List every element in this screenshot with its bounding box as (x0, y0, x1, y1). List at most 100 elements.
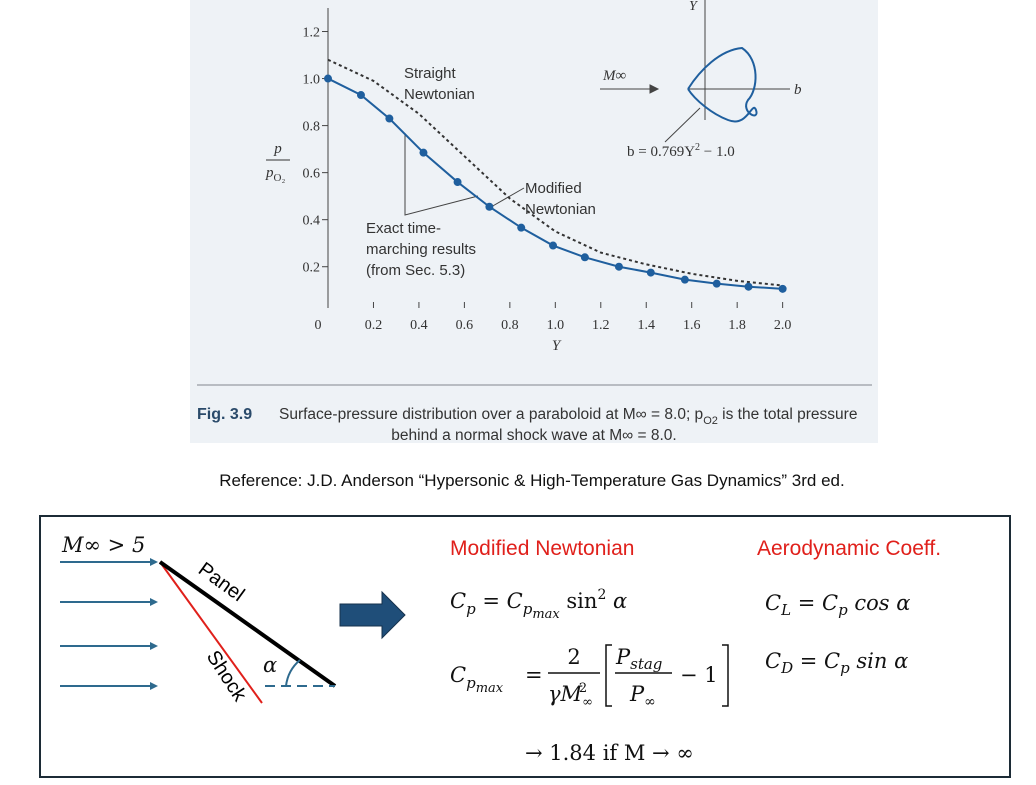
x-tick-label: 1.6 (683, 318, 701, 333)
x-tick-label: 2.0 (774, 318, 792, 333)
f: C (450, 589, 466, 613)
f: cos α (848, 591, 911, 615)
f: P (615, 645, 631, 669)
f: C (450, 663, 466, 687)
formula-den: γM∞2 (548, 681, 593, 710)
caption-part: is the total pressure (718, 406, 858, 423)
f-sup: 2 (579, 681, 587, 696)
arrowhead (150, 642, 158, 650)
caption-label: Fig. 3.9 (197, 406, 252, 423)
y-tick-label: 1.0 (303, 73, 321, 88)
y-tick-label: 0.2 (303, 261, 321, 276)
caption-line2: behind a normal shock wave at M∞ = 8.0. (391, 427, 676, 444)
heading: Aerodynamic Coeff. (757, 537, 941, 560)
x-tick-label: 0 (315, 318, 322, 333)
data-point (324, 74, 332, 83)
x-tick-label: 1.0 (547, 318, 565, 333)
f: sin α (850, 649, 909, 673)
data-point (744, 282, 753, 291)
y-tick-label: 0.4 (303, 214, 321, 229)
figure-background (190, 0, 878, 443)
formula-cl: CL = Cp cos α (765, 591, 910, 619)
f: C (765, 649, 781, 673)
box (39, 515, 1011, 778)
x-tick-label: 0.4 (410, 318, 428, 333)
formula-minus: − 1 (680, 663, 718, 687)
y-label-den-sub: O₂ (274, 172, 286, 184)
leader (404, 133, 479, 216)
formula-cp: Cp = Cpmax sin2 α (450, 587, 627, 622)
leader (664, 107, 701, 143)
y-tick-label: 1.2 (303, 26, 321, 41)
f: α (606, 589, 627, 613)
paraboloid (687, 46, 758, 123)
eq-part: b = 0.769Y (627, 144, 695, 160)
series-line (327, 58, 783, 287)
big-arrow (339, 590, 406, 640)
y-tick-label: 0.6 (303, 167, 321, 182)
angle-arc (285, 659, 301, 687)
f: C (765, 591, 781, 615)
formula-limit: → 1.84 if M → ∞ (525, 741, 694, 765)
f-sub: p (466, 674, 476, 692)
data-point (712, 279, 721, 288)
f-sub: p (838, 601, 848, 619)
f: P (629, 682, 645, 706)
diagram-mach: M∞ > 5 (61, 533, 145, 557)
formula-cpmax-lhs: Cpmax (450, 663, 504, 696)
inset-mach: M∞ (602, 68, 626, 84)
f-sub: stag (630, 655, 662, 673)
inset-equation: b = 0.769Y2 − 1.0 (627, 142, 735, 160)
brackets (605, 644, 729, 707)
f-sub: ∞ (644, 694, 656, 710)
annotation: Modified Newtonian (525, 180, 596, 218)
data-point (646, 268, 655, 277)
formula-bden: P∞ (629, 682, 656, 710)
arrowhead (150, 598, 158, 606)
data-point (419, 148, 428, 157)
data-point (385, 114, 394, 123)
data-point (453, 178, 462, 187)
x-tick-label: 1.8 (728, 318, 746, 333)
y-label-den: pO₂ (265, 165, 285, 184)
data-point (356, 91, 365, 100)
data-point (680, 275, 689, 284)
inset (600, 0, 790, 143)
arrowhead (150, 682, 158, 690)
formula-bnum: Pstag (615, 645, 662, 673)
reference: Reference: J.D. Anderson “Hypersonic & H… (219, 471, 844, 490)
f: = C (793, 649, 840, 673)
f-sub: p (840, 659, 850, 677)
eq-sup: 2 (695, 142, 700, 153)
inset-arrowhead (649, 84, 660, 94)
caption-part: Surface-pressure distribution over a par… (279, 406, 703, 423)
data-point (614, 262, 623, 271)
x-tick-label: 1.4 (637, 318, 655, 333)
annotation: Straight Newtonian (404, 65, 475, 103)
f-sub: D (780, 659, 793, 677)
formula-eq: = (525, 663, 543, 687)
caption-line1: Surface-pressure distribution over a par… (279, 406, 857, 427)
y-label-den-main: p (265, 165, 274, 181)
f-sub: max (532, 607, 560, 622)
formula-num: 2 (567, 645, 580, 669)
arrowhead (150, 558, 158, 566)
x-label: Y (552, 338, 562, 354)
data-point (580, 253, 589, 262)
annotation: Exact time-marching results (from Sec. 5… (366, 220, 477, 279)
f: sin (560, 589, 598, 613)
data-point (778, 284, 787, 293)
data-point (549, 241, 558, 250)
f: = C (476, 589, 523, 613)
angle-label: α (263, 653, 277, 677)
panel-label: Panel (194, 558, 248, 606)
f-sub: L (780, 601, 791, 619)
inset-y: Y (689, 0, 699, 14)
y-tick-label: 0.8 (303, 120, 321, 135)
x-tick-label: 1.2 (592, 318, 610, 333)
x-tick-label: 0.2 (365, 318, 383, 333)
panel-line (158, 560, 337, 688)
f-sub: ∞ (582, 695, 593, 710)
